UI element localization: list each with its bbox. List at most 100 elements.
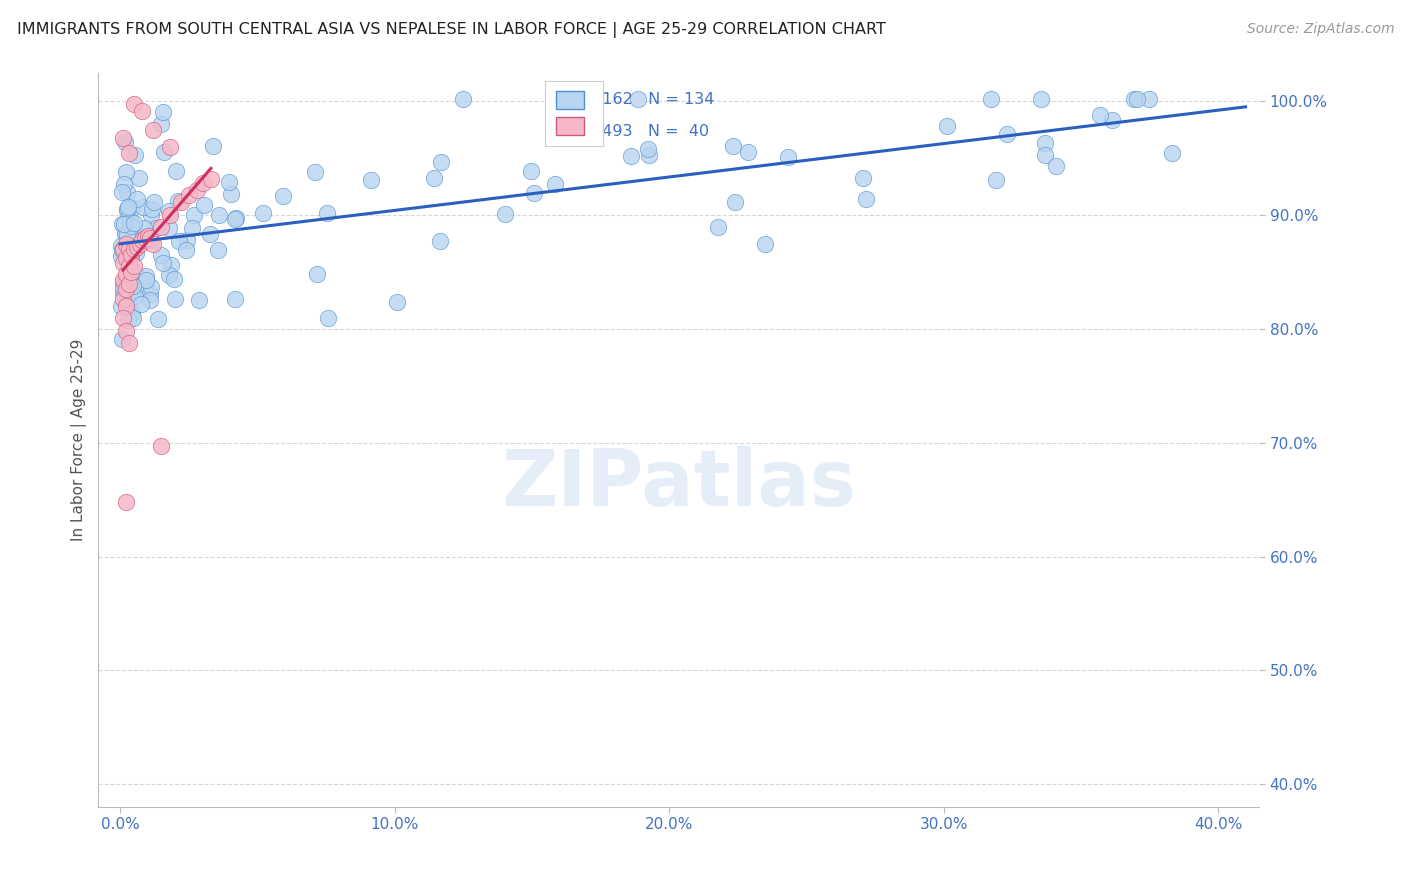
Point — [111, 277, 134, 292]
Point — [142, 194, 165, 209]
Point — [544, 177, 567, 191]
Point — [131, 233, 153, 247]
Point — [387, 294, 409, 309]
Point — [121, 285, 143, 300]
Point — [139, 227, 162, 242]
Point — [117, 260, 139, 274]
Point — [145, 221, 167, 235]
Point — [1045, 159, 1067, 173]
Point — [360, 172, 382, 186]
Point — [423, 170, 446, 185]
Point — [132, 234, 155, 248]
Point — [120, 214, 142, 228]
Point — [177, 187, 200, 202]
Point — [201, 139, 224, 153]
Point — [120, 251, 142, 265]
Point — [316, 311, 339, 326]
Point — [114, 299, 136, 313]
Point — [1035, 136, 1057, 151]
Point — [111, 217, 134, 231]
Point — [174, 243, 197, 257]
Point — [451, 92, 474, 106]
Point — [637, 147, 659, 161]
Point — [1161, 146, 1184, 161]
Point — [121, 279, 143, 293]
Point — [134, 280, 156, 294]
Point — [721, 139, 744, 153]
Point — [157, 204, 180, 219]
Point — [112, 273, 135, 287]
Point — [637, 142, 659, 156]
Point — [122, 260, 145, 274]
Point — [149, 248, 172, 262]
Point — [112, 293, 135, 307]
Text: Source: ZipAtlas.com: Source: ZipAtlas.com — [1247, 22, 1395, 37]
Point — [139, 231, 162, 245]
Point — [131, 103, 153, 118]
Point — [114, 495, 136, 509]
Point — [198, 227, 221, 241]
Point — [112, 310, 135, 325]
Point — [124, 289, 146, 303]
Point — [124, 147, 146, 161]
Point — [111, 244, 134, 258]
Point — [855, 192, 877, 206]
Point — [114, 268, 136, 282]
Point — [1101, 112, 1123, 127]
Point — [112, 217, 135, 231]
Point — [159, 268, 181, 282]
Point — [316, 206, 339, 220]
Point — [429, 235, 451, 249]
Point — [112, 256, 135, 270]
Point — [129, 233, 152, 247]
Point — [207, 244, 229, 258]
Point — [121, 227, 143, 241]
Point — [117, 277, 139, 291]
Point — [163, 272, 186, 286]
Point — [724, 194, 747, 209]
Point — [304, 165, 326, 179]
Point — [114, 252, 136, 266]
Point — [150, 219, 173, 234]
Point — [111, 332, 134, 346]
Point — [186, 183, 208, 197]
Point — [1122, 92, 1144, 106]
Point — [117, 313, 139, 327]
Point — [128, 228, 150, 243]
Point — [430, 154, 453, 169]
Point — [167, 194, 190, 208]
Point — [115, 165, 138, 179]
Point — [110, 299, 132, 313]
Point — [152, 104, 174, 119]
Point — [111, 185, 134, 199]
Point — [117, 145, 139, 160]
Point — [115, 227, 138, 241]
Point — [935, 119, 957, 133]
Point — [139, 287, 162, 301]
Point — [252, 206, 274, 220]
Point — [121, 201, 143, 215]
Point — [111, 244, 134, 258]
Point — [1033, 147, 1056, 161]
Point — [117, 200, 139, 214]
Point — [112, 243, 135, 257]
Point — [110, 249, 132, 263]
Point — [121, 306, 143, 320]
Point — [131, 297, 153, 311]
Point — [125, 240, 148, 254]
Point — [159, 208, 181, 222]
Point — [519, 164, 541, 178]
Point — [134, 220, 156, 235]
Point — [188, 293, 211, 308]
Point — [142, 123, 165, 137]
Point — [149, 117, 172, 131]
Point — [117, 335, 139, 350]
Point — [136, 228, 159, 243]
Point — [120, 248, 142, 262]
Point — [112, 177, 135, 191]
Point — [114, 282, 136, 296]
Point — [152, 256, 174, 270]
Point — [114, 324, 136, 338]
Point — [112, 131, 135, 145]
Point — [157, 220, 180, 235]
